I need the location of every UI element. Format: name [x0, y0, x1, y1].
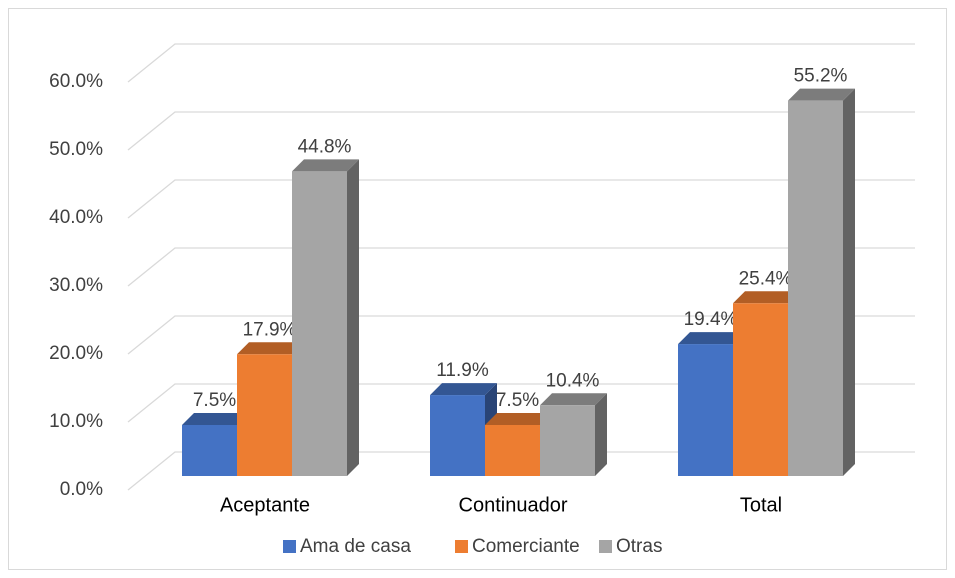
y-tick-label: 60.0% — [49, 71, 103, 92]
data-label: 19.4% — [684, 309, 738, 330]
bar-top — [678, 332, 745, 345]
legend-swatch — [599, 540, 612, 553]
y-tick-label: 50.0% — [49, 139, 103, 160]
bar — [292, 171, 347, 477]
bar-side — [347, 159, 359, 477]
legend-label: Ama de casa — [300, 536, 411, 557]
grid-line — [127, 315, 915, 355]
legend-label: Otras — [616, 536, 662, 557]
bar-top — [292, 159, 359, 172]
grid-line — [127, 179, 915, 219]
y-tick-label: 0.0% — [60, 479, 103, 500]
data-label: 17.9% — [243, 319, 297, 340]
legend-swatch — [455, 540, 468, 553]
grid-line — [127, 43, 915, 83]
x-tick-label: Aceptante — [220, 494, 310, 516]
data-label: 55.2% — [794, 66, 848, 87]
bar — [540, 405, 595, 476]
x-tick-label: Continuador — [459, 494, 568, 516]
legend-label: Comerciante — [472, 536, 580, 557]
bar — [678, 344, 733, 476]
bar — [733, 303, 788, 476]
bar — [788, 100, 843, 476]
y-tick-label: 30.0% — [49, 275, 103, 296]
y-tick-label: 20.0% — [49, 343, 103, 364]
y-tick-label: 40.0% — [49, 207, 103, 228]
grid-line — [127, 247, 915, 287]
bar-top — [182, 413, 249, 425]
grid-line — [127, 383, 915, 423]
grid-line — [127, 111, 915, 151]
bar-side — [843, 88, 855, 476]
data-label: 7.5% — [193, 390, 236, 411]
data-label: 7.5% — [496, 390, 539, 411]
x-tick-label: Total — [740, 494, 782, 516]
bar — [485, 425, 540, 476]
bar-top — [237, 342, 304, 355]
bar-side — [595, 393, 607, 476]
bar-top — [485, 413, 552, 425]
data-label: 10.4% — [546, 370, 600, 391]
legend-swatch — [283, 540, 296, 553]
grid-line — [127, 451, 915, 491]
y-tick-label: 10.0% — [49, 411, 103, 432]
data-label: 11.9% — [436, 360, 489, 381]
bar-top — [430, 383, 497, 396]
data-label: 44.8% — [298, 136, 352, 157]
bar — [430, 395, 485, 476]
data-label: 25.4% — [739, 268, 793, 289]
bar-top — [788, 88, 855, 101]
bar-top — [733, 291, 800, 304]
bar — [182, 425, 237, 476]
bar — [237, 354, 292, 476]
bar-top — [540, 393, 607, 406]
